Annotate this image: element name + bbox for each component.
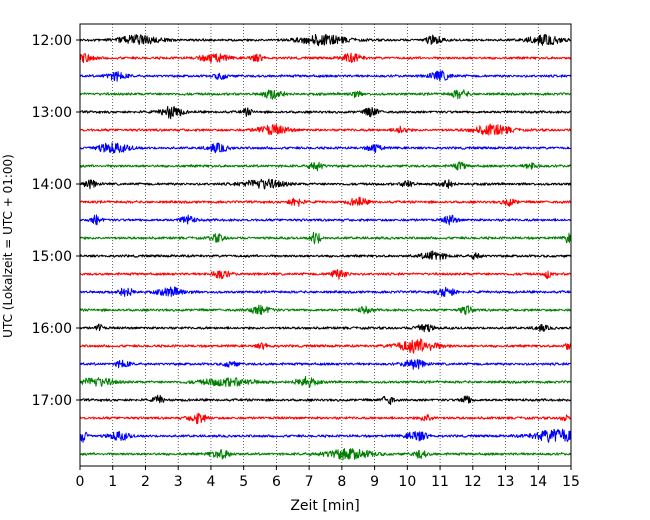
trace-line [79,338,572,354]
x-tick-label: 1 [108,474,117,490]
x-tick-label: 0 [76,474,85,490]
y-tick-label: 13:00 [32,105,72,121]
trace-line [79,304,572,316]
x-tick-label: 15 [562,474,580,490]
trace-line [79,196,572,207]
trace-line [79,178,572,190]
trace-line [79,70,572,82]
x-tick-label: 5 [239,474,248,490]
trace-line [79,161,572,172]
x-axis-title: Zeit [min] [290,498,359,514]
trace-line [79,89,572,100]
x-tick-label: 11 [431,474,449,490]
trace-line [79,394,572,406]
x-tick-label: 10 [398,474,416,490]
x-tick-label: 13 [497,474,515,490]
trace-line [79,214,572,226]
trace-line [79,323,572,333]
trace-line [79,375,572,388]
x-tick-label: 7 [305,474,314,490]
x-tick-label: 14 [529,474,547,490]
trace-line [79,412,572,425]
y-tick-label: 12:00 [32,33,72,49]
y-tick-label: 15:00 [32,249,72,265]
trace-line [79,231,572,245]
trace-line [79,250,572,261]
y-tick-label: 16:00 [32,321,72,337]
trace-line [79,428,572,443]
trace-line [79,142,572,154]
trace-line [79,448,572,461]
axis-ticks: 0 1 2 3 4 5 6 7 8 9 10 11 12 13 14 1512:0013:0014:0015:… [32,33,580,490]
trace-line [79,33,572,47]
trace-line [79,269,572,280]
x-tick-label: 2 [141,474,150,490]
y-axis-title: UTC (Lokalzeit = UTC + 01:00) [1,154,15,338]
x-tick-label: 6 [272,474,281,490]
trace-line [79,359,572,370]
plot-frame [79,23,572,467]
trace-line [79,123,572,136]
y-tick-label: 14:00 [32,177,72,193]
y-tick-label: 17:00 [32,393,72,409]
x-tick-label: 12 [464,474,482,490]
trace-line [79,286,572,297]
x-tick-label: 9 [370,474,379,490]
x-tick-label: 4 [206,474,215,490]
x-tick-label: 8 [337,474,346,490]
trace-line [79,52,572,64]
trace-lines [79,33,572,461]
trace-line [79,105,572,120]
x-tick-label: 3 [174,474,183,490]
